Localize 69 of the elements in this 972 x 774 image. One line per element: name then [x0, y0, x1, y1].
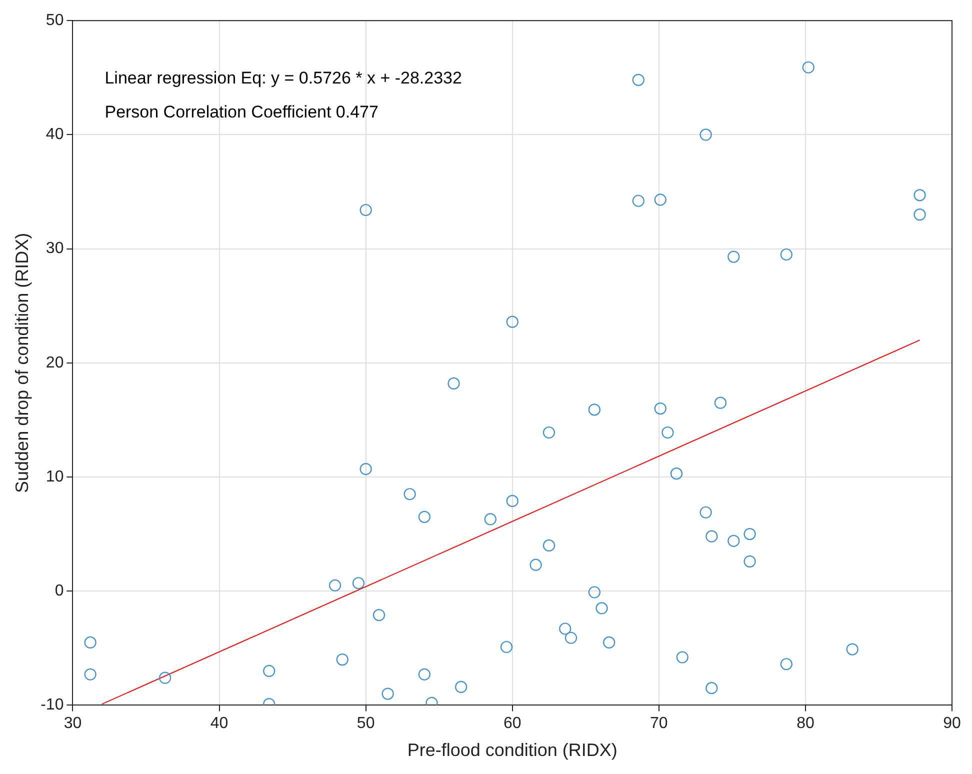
point — [506, 316, 518, 328]
point — [84, 636, 96, 648]
point — [846, 643, 858, 656]
point — [700, 128, 712, 141]
y-tick-label: 30 — [46, 240, 64, 258]
point — [596, 602, 608, 614]
point — [632, 74, 644, 86]
point — [372, 609, 386, 622]
point — [744, 555, 756, 568]
point — [418, 668, 430, 680]
y-tick-label: 10 — [46, 468, 64, 486]
point — [448, 377, 460, 390]
point — [418, 510, 430, 523]
x-tick-label: 60 — [503, 715, 522, 732]
point — [352, 577, 365, 590]
point — [914, 189, 926, 202]
point — [706, 530, 718, 542]
point — [263, 664, 276, 678]
y-tick-label: 50 — [46, 12, 64, 30]
annotation: Person Correlation Coefficient 0.477 — [104, 102, 378, 122]
point — [360, 462, 372, 476]
x-tick-label: 90 — [943, 715, 961, 732]
x-tick-label: 70 — [650, 715, 668, 732]
point — [728, 250, 740, 263]
y-tick-label: 0 — [54, 582, 64, 600]
point — [455, 680, 468, 693]
point — [714, 396, 727, 409]
point — [780, 658, 792, 670]
point — [603, 636, 616, 648]
point — [662, 426, 674, 439]
point — [654, 402, 666, 415]
point — [728, 534, 740, 547]
point — [542, 539, 556, 552]
y-axis-title: Sudden drop of condition (RIDX) — [12, 232, 32, 493]
point — [404, 488, 416, 500]
point — [632, 194, 644, 207]
point — [670, 468, 683, 480]
x-tick-label: 80 — [796, 715, 814, 732]
point — [802, 61, 814, 74]
point — [484, 513, 496, 526]
point — [588, 586, 600, 598]
point — [914, 208, 926, 221]
y-tick-label: 40 — [46, 126, 64, 144]
point — [676, 651, 688, 664]
point — [542, 426, 556, 439]
point — [700, 506, 712, 518]
point — [564, 632, 578, 644]
point — [780, 248, 792, 261]
y-tick-label: -10 — [40, 696, 64, 714]
point — [500, 640, 513, 654]
x-tick-label: 30 — [64, 715, 82, 732]
point — [559, 622, 572, 635]
x-tick-label: 40 — [210, 715, 228, 732]
annotation: Linear regression Eq: y = 0.5726 * x + -28.2332 — [104, 68, 462, 88]
point — [530, 558, 542, 571]
point — [506, 494, 518, 508]
point — [84, 668, 96, 680]
point — [336, 654, 348, 666]
point — [360, 204, 372, 216]
point — [382, 688, 394, 700]
point — [328, 579, 342, 592]
y-tick-label: 20 — [46, 354, 64, 372]
point — [159, 672, 172, 684]
point — [744, 528, 756, 540]
point — [654, 194, 666, 206]
point — [706, 682, 718, 694]
point — [588, 404, 600, 416]
x-tick-label: 50 — [356, 715, 375, 732]
x-axis-title: Pre-flood condition (RIDX) — [407, 740, 618, 760]
